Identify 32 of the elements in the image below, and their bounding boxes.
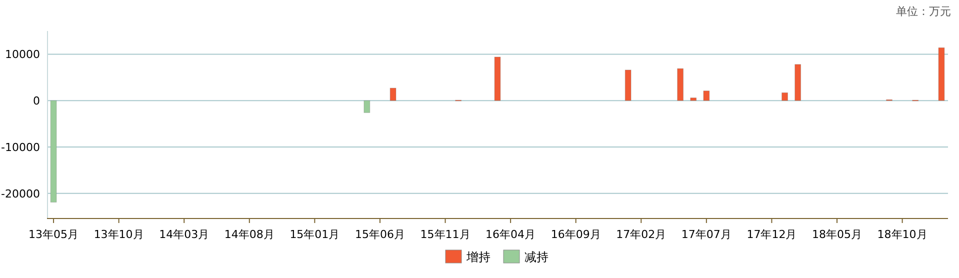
x-tick-label: 18年10月: [877, 228, 928, 241]
x-tick-label: 17年07月: [681, 228, 732, 241]
bar: [624, 70, 632, 101]
bar: [938, 47, 945, 101]
legend-label: 减持: [524, 250, 548, 264]
text: 单位：万元: [896, 5, 951, 18]
legend-label: 增持: [466, 250, 490, 264]
y-tick-label: -20000: [1, 187, 40, 200]
x-tick-label: 16年04月: [486, 228, 536, 241]
x-tick-label: 18年05月: [812, 228, 862, 241]
x-tick-label: 17年12月: [746, 228, 797, 241]
x-tick-label: 14年08月: [224, 228, 274, 241]
bar: [494, 56, 501, 101]
x-tick-label: 15年11月: [420, 228, 470, 241]
x-tick-label: 15年06月: [354, 228, 405, 241]
x-tick-label: 13年10月: [94, 228, 144, 241]
bar: [390, 88, 396, 101]
x-tick-label: 14年03月: [159, 228, 210, 241]
bar: [782, 92, 788, 101]
y-tick-label: 0: [33, 94, 40, 108]
y-tick-label: 10000: [5, 48, 40, 62]
bar: [690, 98, 697, 101]
y-tick-label: -10000: [1, 141, 40, 154]
bar: [50, 100, 57, 202]
x-tick-label: 13年05月: [28, 228, 79, 241]
bar: [794, 64, 802, 101]
bar: [364, 100, 370, 113]
x-tick-label: 17年02月: [616, 228, 666, 241]
bar: [703, 90, 710, 101]
x-tick-label: 15年01月: [290, 228, 340, 241]
x-tick-label: 16年09月: [550, 228, 601, 241]
bar: [677, 68, 684, 101]
